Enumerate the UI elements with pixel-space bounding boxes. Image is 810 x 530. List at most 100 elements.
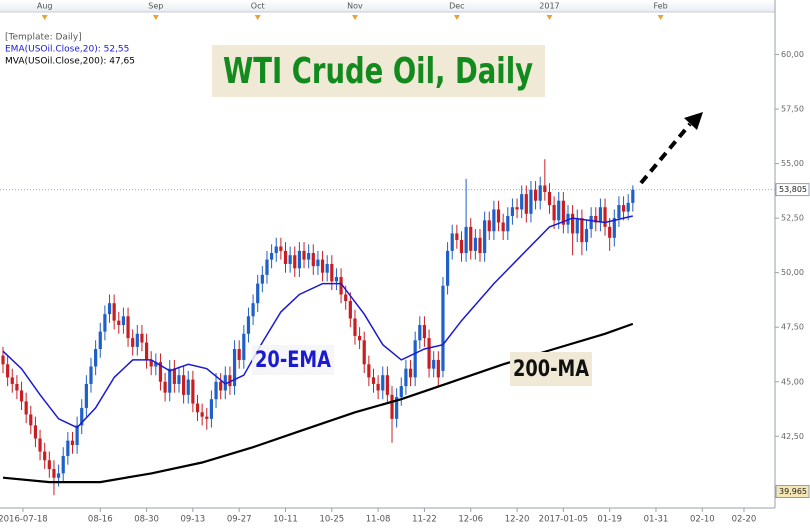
candle-body: [140, 333, 144, 343]
candle-body: [126, 316, 130, 339]
y-tick-label: 52,50: [781, 214, 804, 223]
price-marker-label: 53,805: [779, 185, 807, 194]
candle-body: [38, 438, 42, 452]
candle-body: [575, 218, 579, 234]
candle-body: [311, 253, 315, 267]
candle-body: [515, 207, 519, 210]
candle-body: [293, 255, 297, 269]
x-tick-label: 08-30: [134, 515, 159, 525]
candle-body: [219, 381, 223, 391]
arrow-shaft: [639, 122, 692, 185]
candle-body: [89, 366, 93, 384]
candle-body: [316, 259, 320, 267]
plot-area: [0, 159, 775, 496]
candle-body: [552, 205, 556, 221]
candle-body: [478, 237, 482, 254]
candle-body: [94, 349, 98, 367]
x-tick-label: 12-20: [505, 515, 530, 525]
candle-body: [242, 333, 246, 360]
candle-body: [612, 218, 616, 238]
month-marker: [351, 15, 358, 20]
candle-body: [47, 460, 51, 470]
candle-body: [214, 381, 218, 400]
candle-body: [445, 250, 450, 286]
candle-body: [98, 331, 102, 350]
candle-body: [237, 349, 241, 360]
x-tick-label: 02-10: [690, 515, 715, 525]
candle-body: [195, 403, 200, 413]
candle-body: [367, 364, 371, 378]
x-tick-label: 10-11: [273, 515, 298, 525]
candle-body: [483, 220, 487, 254]
candle-body: [251, 303, 255, 317]
candle-body: [260, 274, 264, 284]
y-tick-label: 42,50: [781, 432, 804, 441]
candle-body: [325, 263, 329, 273]
candle-body: [598, 207, 603, 223]
candle-body: [158, 362, 163, 382]
candle-body: [29, 414, 33, 426]
candle-body: [385, 375, 389, 395]
candle-body: [344, 294, 348, 302]
candle-body: [279, 246, 283, 251]
candle-body: [617, 205, 621, 219]
x-tick-label: 09-13: [181, 515, 206, 525]
candle-body: [10, 377, 14, 384]
candle-body: [594, 215, 598, 223]
indicator-line: [2, 215, 633, 429]
candle-body: [191, 379, 195, 404]
candle-body: [608, 226, 612, 238]
candle-body: [357, 335, 362, 341]
candle-body: [450, 233, 454, 251]
candle-body: [561, 200, 565, 225]
candle-body: [163, 381, 167, 393]
candle-body: [506, 215, 510, 232]
candle-body: [182, 375, 186, 395]
candle-body: [75, 425, 79, 446]
x-tick-label: 11-08: [366, 515, 391, 525]
x-tick-label: 12-06: [458, 515, 483, 525]
y-tick-label: 50,00: [781, 268, 804, 277]
month-label: 2017: [539, 2, 559, 11]
candle-body: [270, 253, 274, 260]
candle-body: [395, 397, 399, 419]
candle-body: [297, 250, 301, 269]
template-label: [Template: Daily]: [5, 33, 82, 43]
candle-body: [418, 325, 422, 341]
candle-body: [339, 277, 343, 295]
candle-body: [487, 220, 491, 232]
candle-body: [603, 207, 607, 227]
candle-body: [334, 277, 339, 282]
candle-body: [469, 226, 473, 251]
x-tick-label: 08-16: [88, 515, 113, 525]
y-tick-label: 55,00: [781, 159, 804, 168]
x-tick-label: 10-25: [319, 515, 344, 525]
month-label: Aug: [37, 2, 53, 11]
month-marker: [254, 15, 261, 20]
price-marker-label: 39,965: [779, 487, 807, 496]
legend-entry: EMA(USOil.Close,20): 52,55: [5, 45, 129, 55]
candle-body: [61, 455, 65, 474]
candle-body: [70, 440, 75, 446]
top-axis-band: [0, 0, 775, 12]
x-tick-label: 2017-01-05: [539, 515, 588, 525]
candle-body: [362, 340, 366, 365]
candle-body: [390, 394, 394, 419]
candle-body: [172, 368, 176, 384]
candle-body: [307, 253, 311, 260]
month-marker: [657, 15, 664, 20]
candle-body: [15, 383, 19, 391]
candle-body: [154, 362, 158, 367]
title-box: [212, 45, 545, 97]
candle-body: [631, 189, 635, 203]
price-marker: [775, 183, 810, 197]
annotation-box: [252, 345, 334, 375]
candle-body: [376, 383, 380, 391]
candle-body: [589, 215, 593, 230]
candle-body: [302, 250, 306, 260]
candle-body: [621, 205, 626, 212]
x-tick-label: 02-20: [732, 515, 757, 525]
candle-body: [455, 233, 459, 240]
candle-body: [320, 259, 325, 273]
